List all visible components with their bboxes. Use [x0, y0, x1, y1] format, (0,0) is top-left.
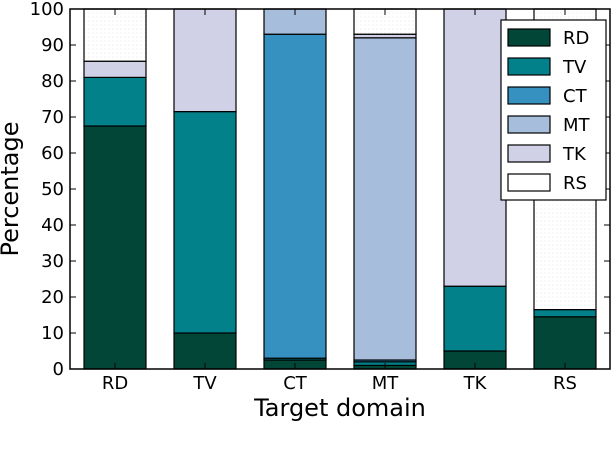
- legend-frame: [500, 19, 607, 201]
- x-tick-label: RS: [553, 373, 577, 394]
- y-tick-label: 40: [41, 215, 64, 236]
- y-tick-label: 0: [53, 359, 64, 380]
- bar-segment-rd-tk: [83, 60, 147, 79]
- y-tick-label: 70: [41, 107, 64, 128]
- legend-label-rs: RS: [563, 173, 587, 194]
- legend-label-ct: CT: [563, 86, 588, 107]
- y-tick-label: 50: [41, 179, 64, 200]
- bar-segment-tk-tv: [443, 285, 507, 352]
- bar-segment-rd-rd: [83, 125, 147, 370]
- x-tick-label: TK: [463, 373, 488, 394]
- legend-swatch-tv: [507, 57, 551, 76]
- y-tick-label: 20: [41, 287, 64, 308]
- bar-segment-mt-rs: [353, 8, 417, 35]
- y-tick-label: 30: [41, 251, 64, 272]
- x-tick-label: CT: [283, 373, 308, 394]
- y-tick-label: 80: [41, 71, 64, 92]
- legend-label-mt: MT: [563, 115, 591, 136]
- legend-label-rd: RD: [563, 28, 589, 49]
- legend-swatch-tk: [507, 144, 551, 163]
- x-axis-title: Target domain: [253, 394, 426, 422]
- legend-swatch-ct: [507, 86, 551, 105]
- bar-segment-ct-ct: [263, 33, 327, 359]
- legend-label-tv: TV: [562, 57, 587, 78]
- y-tick-label: 60: [41, 143, 64, 164]
- legend-label-tk: TK: [562, 144, 587, 165]
- bar-segment-tk-tk: [443, 8, 507, 287]
- y-tick-label: 90: [41, 35, 64, 56]
- legend-swatch-rd: [507, 28, 551, 47]
- y-tick-label: 10: [41, 323, 64, 344]
- legend: RD TV CT MT TK RS: [500, 19, 607, 201]
- y-tick-label: 100: [30, 0, 64, 20]
- legend-swatch-rs: [507, 173, 551, 192]
- y-axis-title: Percentage: [0, 121, 24, 256]
- bar-segment-rs-tv: [533, 309, 597, 318]
- x-tick-label: TV: [192, 373, 217, 394]
- bar-segment-rs-rd: [533, 316, 597, 370]
- x-tick-label: RD: [102, 373, 128, 394]
- bar-segment-tv-tv: [173, 110, 237, 334]
- bar-segment-tv-tk: [173, 8, 237, 113]
- legend-swatch-mt: [507, 115, 551, 134]
- bar-segment-rd-rs: [83, 8, 147, 62]
- bar-segment-rd-tv: [83, 76, 147, 127]
- x-tick-label: MT: [372, 373, 400, 394]
- bar-segment-mt-mt: [353, 37, 417, 361]
